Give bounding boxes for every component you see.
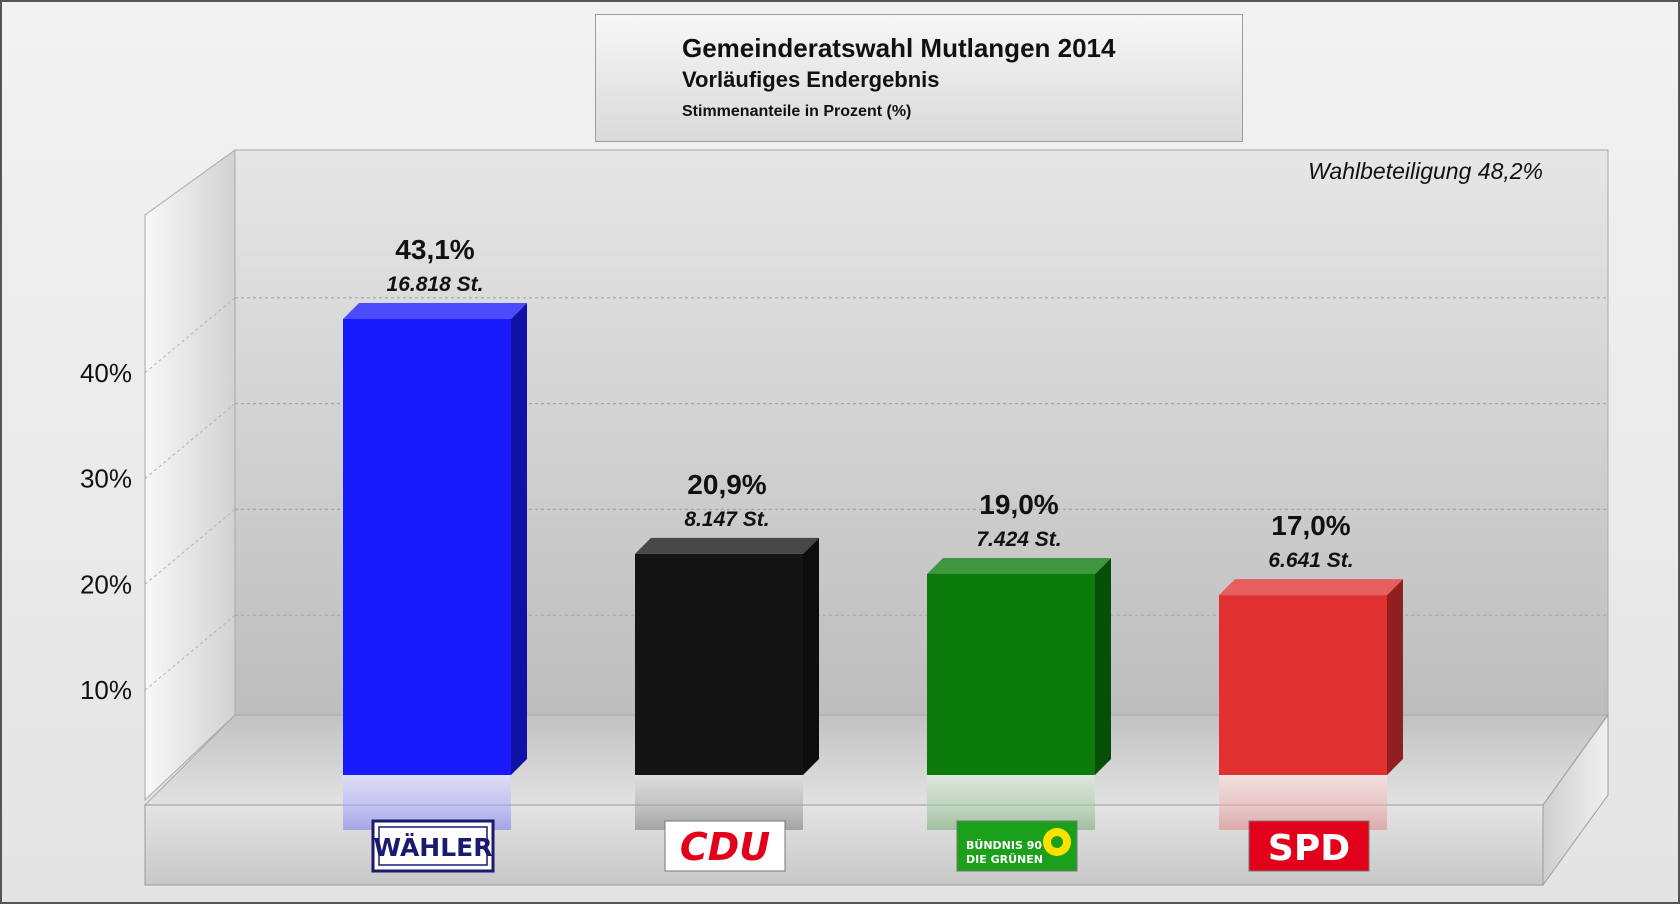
bar-value-label: 17,0% <box>1271 510 1350 541</box>
bar-value-label: 20,9% <box>687 469 766 500</box>
bar-front <box>1219 595 1387 775</box>
bar <box>635 537 819 830</box>
bar-side <box>803 537 819 775</box>
spd-logo-text: SPD <box>1268 828 1350 869</box>
bar-top <box>927 557 1111 574</box>
bar-top <box>635 537 819 554</box>
gruene-logo-line1: BÜNDNIS 90 <box>966 838 1042 852</box>
y-tick-label: 30% <box>80 464 132 494</box>
base-right <box>1542 713 1609 887</box>
chart-title: Gemeinderatswahl Mutlangen 2014 <box>682 33 1116 63</box>
title-box: Gemeinderatswahl Mutlangen 2014 Vorläufi… <box>595 14 1243 142</box>
bar-votes-label: 8.147 St. <box>684 508 769 531</box>
bar-value-label: 19,0% <box>979 489 1058 520</box>
gruene-logo-line2: DIE GRÜNEN <box>966 852 1043 866</box>
bar <box>927 557 1111 830</box>
bar-front <box>343 319 511 775</box>
bar <box>1219 579 1403 830</box>
gridline-side <box>144 614 236 691</box>
bar-value-label: 43,1% <box>395 234 474 265</box>
bar-side <box>511 303 527 775</box>
cdu-logo: CDU <box>664 820 786 872</box>
bar-top <box>343 303 527 320</box>
bar-votes-label: 16.818 St. <box>387 273 484 296</box>
gridline-side <box>144 297 236 374</box>
bar-side <box>1387 579 1403 775</box>
y-tick-labels: 10% 20% 30% 40% <box>80 358 132 705</box>
gridline-side <box>144 403 236 479</box>
bar-top <box>1219 579 1403 596</box>
side-wall <box>144 149 236 802</box>
y-tick-label: 20% <box>80 569 132 599</box>
bar <box>343 303 527 830</box>
gridline-side <box>144 509 236 585</box>
y-tick-label: 40% <box>80 358 132 388</box>
bar-votes-label: 6.641 St. <box>1268 549 1353 572</box>
chart-unit-note: Stimmenanteile in Prozent (%) <box>682 103 912 120</box>
waehler-logo: WÄHLER <box>371 819 495 873</box>
cdu-logo-text: CDU <box>680 825 770 869</box>
bar-votes-label: 7.424 St. <box>976 528 1061 551</box>
bar-front <box>635 553 803 775</box>
gruene-logo: BÜNDNIS 90 DIE GRÜNEN <box>956 820 1078 872</box>
data-labels: 43,1% 16.818 St. 20,9% 8.147 St. 19,0% 7.424 … <box>387 234 1354 572</box>
waehler-logo-text: WÄHLER <box>374 832 493 862</box>
spd-logo: SPD <box>1248 820 1370 872</box>
turnout-annotation: Wahlbeteiligung 48,2% <box>1308 158 1543 184</box>
bar-front <box>927 573 1095 775</box>
bar-side <box>1095 557 1111 775</box>
y-tick-label: 10% <box>80 675 132 705</box>
chart-subtitle: Vorläufiges Endergebnis <box>682 67 940 92</box>
